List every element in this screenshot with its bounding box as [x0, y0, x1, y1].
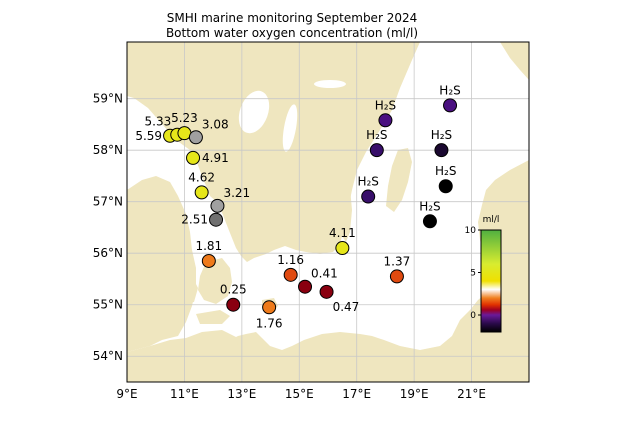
land-lolland [196, 310, 230, 324]
station-marker [226, 297, 241, 312]
colorbar-tick-label: 0 [470, 311, 476, 321]
station-marker [335, 241, 350, 256]
map-area: 5.595.33 5.23 3.08 4.91 4.62 3.21 2.51 1.81 0.25… [127, 42, 529, 382]
land-masses [127, 42, 529, 382]
station-markers: 5.595.33 5.23 3.08 4.91 4.62 3.21 2.51 1.81 0.25… [135, 83, 460, 330]
station-label: H₂S [357, 175, 378, 189]
land-finland [500, 42, 529, 80]
station-label: 4.62 [188, 170, 215, 184]
station-marker [389, 269, 404, 284]
station-marker [186, 150, 201, 165]
station-marker [378, 113, 393, 128]
lake-vattern [282, 104, 298, 152]
station-label: 5.23 [171, 111, 198, 125]
station-marker [422, 214, 437, 229]
lon-tick-label: 21°E [457, 387, 486, 401]
station-label: 3.08 [202, 117, 229, 131]
land-gotland [386, 148, 412, 212]
lat-tick-label: 58°N [93, 143, 123, 157]
station-label: 1.37 [384, 254, 411, 268]
station-label: 4.91 [202, 151, 229, 165]
station-marker [283, 267, 298, 282]
station-label: 3.21 [223, 186, 250, 200]
station-marker [438, 179, 453, 194]
station-marker [443, 98, 458, 113]
colorbar-tick-label: 5 [470, 269, 476, 279]
station-marker [319, 284, 334, 299]
colorbar: ml/l 10 5 0 [465, 215, 502, 333]
lat-tick-label: 55°N [93, 298, 123, 312]
map-title-line2: Bottom water oxygen concentration (ml/l) [166, 26, 418, 40]
station-label: H₂S [366, 128, 387, 142]
station-label: 5.59 [135, 129, 162, 143]
station-marker [434, 143, 449, 158]
station-label: H₂S [435, 164, 456, 178]
lakes [238, 80, 346, 152]
colorbar-tick-label: 10 [465, 226, 477, 236]
colorbar-gradient [480, 229, 502, 333]
station-marker [209, 212, 224, 227]
station-label: 1.76 [256, 316, 283, 330]
map-frame [126, 41, 530, 383]
lat-tick-label: 54°N [93, 349, 123, 363]
lake-malaren [314, 80, 346, 88]
station-label: H₂S [431, 128, 452, 142]
land-baltic-states [230, 160, 529, 382]
lon-tick-label: 17°E [342, 387, 371, 401]
station-marker [201, 253, 216, 268]
station-marker [210, 198, 225, 213]
station-label: 2.51 [181, 213, 208, 227]
station-label: H₂S [375, 98, 396, 112]
station-label: 5.33 [145, 115, 172, 129]
graticule [127, 42, 529, 382]
lon-tick-label: 11°E [170, 387, 199, 401]
station-label: 1.81 [195, 239, 222, 253]
axis-tick-labels: 9°E 11°E 13°E 15°E 17°E 19°E 21°E 54°N 55°N 56°N 5… [93, 92, 486, 401]
station-marker [369, 143, 384, 158]
station-label: 0.41 [311, 267, 338, 281]
map-title-line1: SMHI marine monitoring September 2024 [167, 11, 417, 25]
station-label: 1.16 [277, 253, 304, 267]
lon-tick-label: 15°E [285, 387, 314, 401]
land-zealand [198, 258, 232, 304]
lon-tick-label: 13°E [227, 387, 256, 401]
land-jutland [127, 176, 196, 352]
land-funen [176, 276, 198, 304]
lon-tick-label: 9°E [116, 387, 137, 401]
station-marker [361, 189, 376, 204]
station-label: H₂S [439, 83, 460, 97]
station-label: 4.11 [329, 226, 356, 240]
lat-tick-label: 59°N [93, 92, 123, 106]
station-marker [298, 279, 313, 294]
lon-tick-label: 19°E [400, 387, 429, 401]
station-marker [262, 300, 277, 315]
lat-tick-label: 56°N [93, 246, 123, 260]
colorbar-label: ml/l [483, 215, 500, 225]
station-label: H₂S [419, 199, 440, 213]
lake-vanern [238, 90, 270, 134]
station-label: 0.25 [220, 283, 247, 297]
station-marker [188, 130, 203, 145]
lat-tick-label: 57°N [93, 195, 123, 209]
station-label: 0.47 [333, 300, 360, 314]
station-marker [194, 185, 209, 200]
